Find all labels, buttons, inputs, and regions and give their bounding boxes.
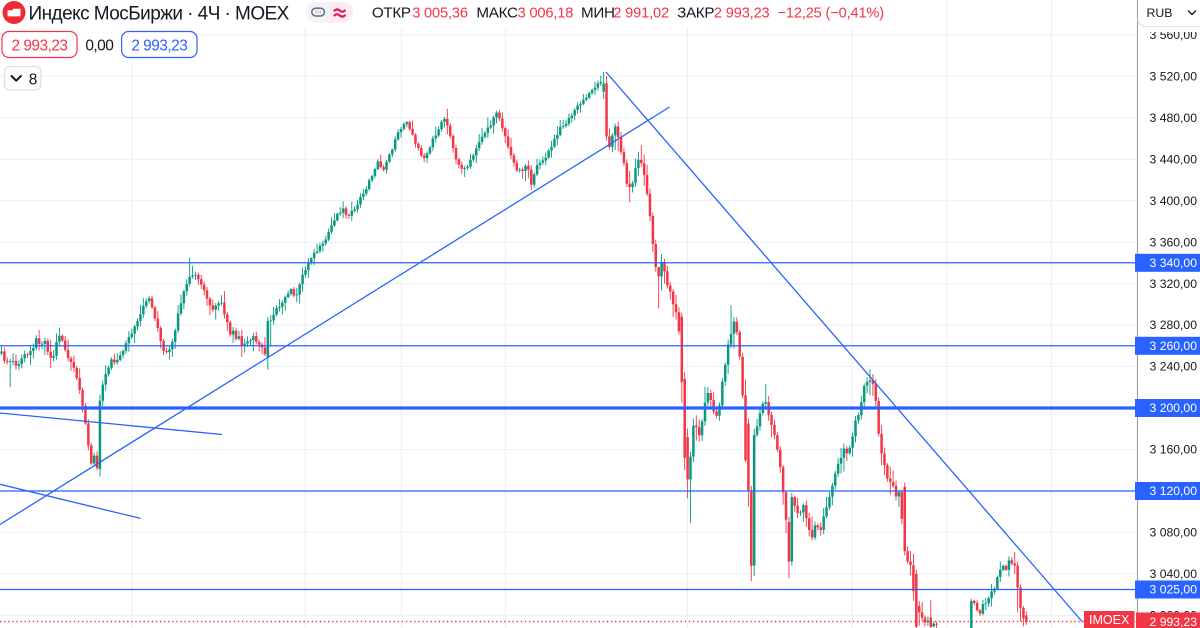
- svg-text:0,00: 0,00: [85, 38, 114, 55]
- svg-text:3 440,00: 3 440,00: [1150, 152, 1198, 166]
- svg-text:Индекс МосБиржи · 4Ч · MOEX: Индекс МосБиржи · 4Ч · MOEX: [29, 4, 290, 25]
- svg-text:МАКС: МАКС: [476, 5, 518, 22]
- svg-text:RUB: RUB: [1147, 6, 1173, 20]
- svg-text:IMOEX: IMOEX: [1089, 613, 1130, 627]
- svg-text:3 160,00: 3 160,00: [1150, 443, 1198, 457]
- svg-text:ОТКР: ОТКР: [372, 5, 411, 22]
- svg-text:3 120,00: 3 120,00: [1150, 484, 1198, 498]
- svg-text:2 993,23: 2 993,23: [12, 38, 68, 55]
- svg-text:2 991,02: 2 991,02: [613, 6, 669, 22]
- svg-text:ЗАКР: ЗАКР: [677, 5, 714, 22]
- svg-text:3 006,18: 3 006,18: [518, 6, 574, 22]
- svg-text:3 360,00: 3 360,00: [1150, 235, 1198, 249]
- svg-text:2 993,23: 2 993,23: [1150, 615, 1198, 628]
- svg-text:3 080,00: 3 080,00: [1150, 526, 1198, 540]
- svg-text:3 520,00: 3 520,00: [1150, 69, 1198, 83]
- svg-text:3 340,00: 3 340,00: [1150, 256, 1198, 270]
- svg-text:3 200,00: 3 200,00: [1150, 401, 1198, 415]
- svg-text:3 005,36: 3 005,36: [412, 6, 468, 22]
- svg-text:8: 8: [29, 71, 38, 88]
- svg-text:МИН: МИН: [581, 5, 615, 22]
- svg-text:2 993,23: 2 993,23: [714, 6, 770, 22]
- svg-text:3 040,00: 3 040,00: [1150, 567, 1198, 581]
- svg-text:−12,25 (−0,41%): −12,25 (−0,41%): [778, 6, 884, 22]
- svg-text:3 400,00: 3 400,00: [1150, 194, 1198, 208]
- svg-text:3 025,00: 3 025,00: [1150, 583, 1198, 597]
- svg-text:3 260,00: 3 260,00: [1150, 339, 1198, 353]
- svg-text:3 280,00: 3 280,00: [1150, 318, 1198, 332]
- svg-text:3 480,00: 3 480,00: [1150, 111, 1198, 125]
- svg-text:3 320,00: 3 320,00: [1150, 277, 1198, 291]
- svg-text:2 993,23: 2 993,23: [131, 38, 187, 55]
- svg-text:3 240,00: 3 240,00: [1150, 360, 1198, 374]
